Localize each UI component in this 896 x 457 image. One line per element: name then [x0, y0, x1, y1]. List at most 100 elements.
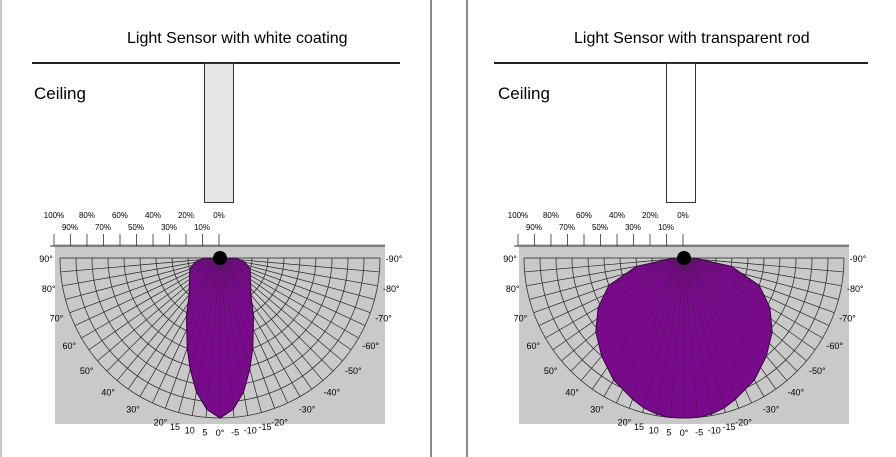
overlay-spoke	[561, 257, 685, 361]
angle-label: -5	[231, 427, 239, 437]
overlay-spoke	[219, 257, 378, 286]
overlay-spoke	[219, 257, 359, 339]
percent-label: 100%	[508, 211, 528, 220]
overlay-spoke	[219, 257, 352, 350]
overlay-spoke	[683, 257, 752, 404]
overlay-spoke	[533, 257, 685, 313]
percent-label: 30%	[625, 223, 641, 232]
overlay-spoke	[683, 257, 823, 339]
angle-label: 5	[666, 427, 671, 437]
overlay-spoke	[656, 257, 685, 416]
sensor-rod	[666, 63, 696, 203]
overlay-spoke	[205, 257, 221, 418]
angle-label: -50°	[809, 366, 826, 376]
angle-label: 40°	[101, 387, 115, 397]
overlay-spoke	[178, 257, 221, 413]
angle-label: -10	[244, 425, 257, 435]
percent-label: 0%	[677, 211, 689, 220]
percent-label: 70%	[559, 223, 575, 232]
angle-label: 80°	[506, 284, 520, 294]
angle-label: -80°	[847, 284, 864, 294]
percent-label: 100%	[44, 211, 64, 220]
percent-label: 50%	[592, 223, 608, 232]
overlay-spoke	[683, 257, 844, 273]
angle-label: -80°	[383, 284, 400, 294]
overlay-spoke	[219, 257, 275, 409]
percent-label: 10%	[658, 223, 674, 232]
overlay-spoke	[683, 257, 726, 413]
overlay-spoke	[219, 257, 288, 404]
angle-label: 60°	[62, 341, 76, 351]
angle-label: -60°	[826, 341, 843, 351]
overlay-spoke	[219, 257, 235, 418]
overlay-spoke	[69, 257, 221, 313]
overlay-spoke	[683, 257, 699, 418]
overlay-spoke	[552, 257, 685, 350]
overlay-spoke	[629, 257, 685, 409]
overlay-spoke	[538, 257, 685, 326]
overlay-spoke	[616, 257, 685, 404]
angle-label: -50°	[345, 366, 362, 376]
percent-label: 10%	[194, 223, 210, 232]
percent-label: 20%	[642, 211, 658, 220]
percent-label: 60%	[576, 211, 592, 220]
percent-label: 60%	[112, 211, 128, 220]
percent-label: 30%	[161, 223, 177, 232]
angle-label: 90°	[39, 254, 53, 264]
percent-label: 70%	[95, 223, 111, 232]
overlay-spoke	[219, 257, 301, 397]
overlay-spoke	[219, 257, 334, 372]
angle-label: -90°	[386, 254, 403, 264]
angle-label: 30°	[126, 405, 140, 415]
panel-title: Light Sensor with white coating	[127, 30, 348, 47]
angle-label: 0°	[216, 428, 225, 438]
angle-label: 70°	[50, 314, 64, 324]
angle-label: 5	[202, 427, 207, 437]
overlay-spoke	[106, 257, 221, 372]
ceiling-label: Ceiling	[34, 84, 86, 103]
overlay-spoke	[65, 257, 221, 300]
angle-label: -40°	[788, 387, 805, 397]
panel-title: Light Sensor with transparent rod	[574, 30, 810, 47]
overlay-spoke	[219, 257, 323, 381]
angle-label: -70°	[375, 314, 392, 324]
angle-label: 60°	[526, 341, 540, 351]
overlay-spoke	[592, 257, 685, 390]
angle-label: 80°	[42, 284, 56, 294]
sensor-center-point	[677, 251, 691, 265]
ceiling-label: Ceiling	[498, 84, 550, 103]
overlay-spoke	[683, 257, 798, 372]
sensor-rod	[204, 63, 234, 203]
overlay-spoke	[219, 257, 248, 416]
angle-label: 0°	[680, 428, 689, 438]
panel-transparent-rod: Light Sensor with transparent rod Ceilin…	[466, 0, 896, 457]
ceiling-line	[32, 62, 400, 64]
angle-label: -10	[708, 425, 721, 435]
overlay-spoke	[669, 257, 685, 418]
angle-label: 50°	[544, 366, 558, 376]
overlay-spoke	[219, 257, 312, 390]
angle-label: -90°	[850, 254, 867, 264]
overlay-spoke	[219, 257, 366, 326]
overlay-spoke	[683, 257, 787, 381]
overlay-spoke	[683, 257, 835, 313]
angle-label: 15	[634, 422, 644, 432]
overlay-spoke	[165, 257, 221, 409]
overlay-spoke	[219, 257, 371, 313]
angle-label: -15	[723, 422, 736, 432]
overlay-spoke	[81, 257, 221, 339]
angle-label: -60°	[362, 341, 379, 351]
overlay-spoke	[219, 257, 343, 361]
overlay-spoke	[60, 257, 221, 273]
ceiling-line	[494, 62, 868, 64]
overlay-spoke	[192, 257, 221, 416]
overlay-spoke	[683, 257, 776, 390]
angle-label: 10	[185, 425, 195, 435]
angle-label: -15	[259, 422, 272, 432]
overlay-spoke	[683, 257, 739, 409]
percent-label: 90%	[526, 223, 542, 232]
overlay-spoke	[683, 257, 842, 286]
overlay-spoke	[581, 257, 685, 381]
overlay-spoke	[683, 257, 816, 350]
polar-sensitivity-diagram: 100% 80% 60% 40% 20% 0% 90% 70% 50% 30% 10% 90° -90°…	[39, 211, 403, 438]
